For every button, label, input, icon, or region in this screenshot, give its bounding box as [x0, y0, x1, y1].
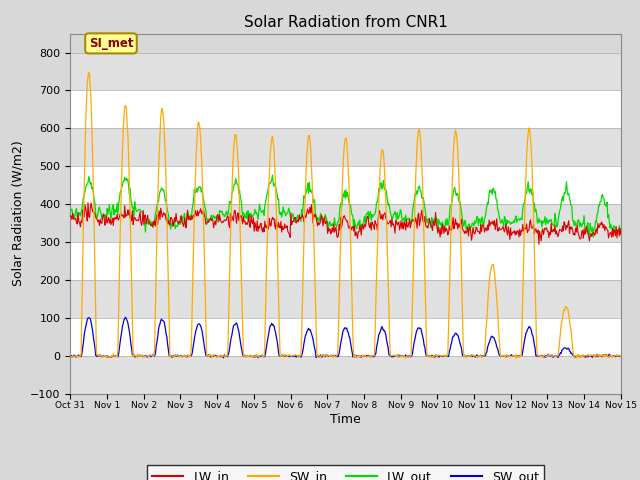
LW_out — [617, 227, 625, 232]
Legend: LW_in, SW_in, LW_out, SW_out: LW_in, SW_in, LW_out, SW_out — [147, 465, 544, 480]
LW_in — [413, 225, 421, 231]
Bar — [70, 280, 621, 318]
SW_out — [219, 354, 227, 360]
Y-axis label: Solar Radiation (W/m2): Solar Radiation (W/m2) — [12, 141, 25, 287]
Bar — [70, 356, 621, 394]
LW_in — [84, 200, 92, 205]
SW_in — [67, 353, 74, 359]
SW_in — [617, 354, 625, 360]
Title: Solar Radiation from CNR1: Solar Radiation from CNR1 — [244, 15, 447, 30]
LW_in — [77, 224, 84, 230]
LW_in — [535, 241, 543, 247]
SW_out — [430, 353, 438, 359]
Bar — [70, 204, 621, 242]
LW_in — [219, 219, 227, 225]
SW_out — [414, 325, 422, 331]
Line: SW_out: SW_out — [70, 317, 621, 358]
LW_in — [67, 213, 74, 219]
SW_out — [122, 314, 129, 320]
LW_out — [413, 191, 421, 197]
LW_in — [429, 218, 437, 224]
SW_in — [134, 352, 141, 358]
Line: LW_in: LW_in — [70, 203, 621, 244]
LW_in — [190, 212, 198, 218]
SW_out — [67, 354, 74, 360]
LW_out — [218, 208, 226, 214]
Bar — [70, 318, 621, 356]
LW_out — [269, 172, 276, 178]
LW_in — [134, 217, 141, 223]
Line: LW_out: LW_out — [70, 175, 621, 237]
Line: SW_in: SW_in — [70, 72, 621, 358]
Bar — [70, 52, 621, 90]
Bar — [70, 166, 621, 204]
SW_in — [429, 354, 437, 360]
LW_out — [67, 208, 74, 214]
LW_in — [617, 231, 625, 237]
SW_out — [617, 354, 625, 360]
SW_out — [190, 340, 198, 346]
Text: SI_met: SI_met — [89, 37, 133, 50]
Bar — [70, 242, 621, 280]
X-axis label: Time: Time — [330, 413, 361, 426]
SW_out — [134, 353, 141, 359]
LW_out — [589, 234, 597, 240]
Bar — [70, 128, 621, 166]
LW_out — [189, 202, 196, 208]
SW_in — [219, 352, 227, 358]
SW_in — [190, 237, 198, 243]
LW_out — [429, 221, 437, 227]
SW_in — [77, 355, 84, 360]
SW_in — [573, 355, 581, 361]
SW_out — [220, 355, 227, 360]
SW_out — [77, 353, 84, 359]
LW_out — [133, 209, 141, 215]
Bar — [70, 90, 621, 128]
LW_out — [77, 213, 84, 219]
SW_in — [85, 69, 93, 75]
SW_in — [413, 140, 421, 146]
